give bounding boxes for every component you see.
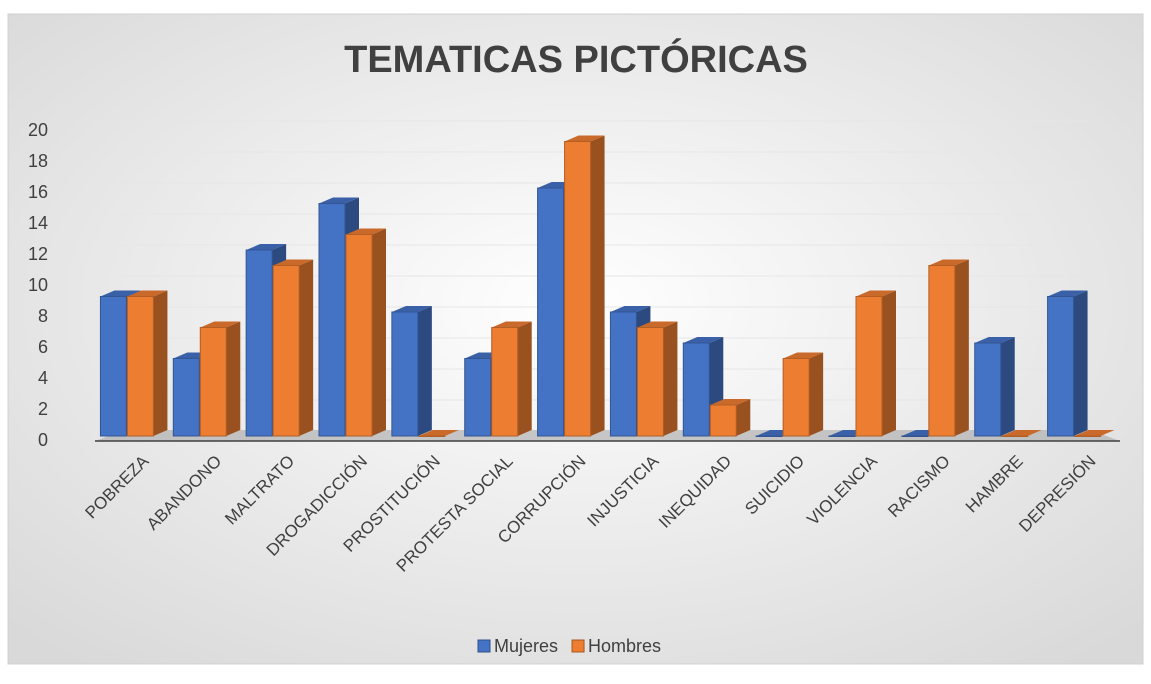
bar xyxy=(901,435,929,437)
bar xyxy=(272,265,300,437)
bar-group xyxy=(782,352,824,437)
bar-group xyxy=(855,290,896,437)
bar-top xyxy=(391,306,432,312)
bar-top xyxy=(974,337,1015,343)
y-tick-label: 10 xyxy=(28,275,48,295)
bar-side xyxy=(736,399,751,436)
y-tick-label: 14 xyxy=(28,213,48,233)
bar-top xyxy=(491,321,532,328)
y-tick-label: 16 xyxy=(28,182,48,202)
bar xyxy=(99,296,127,437)
bar xyxy=(709,404,737,437)
bar-group xyxy=(1001,430,1042,437)
legend-swatch xyxy=(477,639,491,653)
bar xyxy=(1001,435,1029,437)
y-tick-label: 20 xyxy=(28,120,48,140)
y-tick-label: 2 xyxy=(38,399,48,419)
bar-group xyxy=(345,228,386,437)
bar xyxy=(974,342,1002,437)
chart-title: TEMATICAS PICTÓRICAS xyxy=(344,37,808,81)
bar xyxy=(391,311,419,437)
bar-top xyxy=(1001,430,1042,436)
bar xyxy=(464,358,492,437)
bar-side xyxy=(882,290,896,436)
bar-group xyxy=(636,321,678,437)
bar xyxy=(928,265,956,437)
bar-group xyxy=(1047,290,1088,437)
bar xyxy=(1074,435,1102,437)
y-tick-label: 8 xyxy=(38,306,48,326)
bar-group xyxy=(491,321,532,437)
bar-side xyxy=(663,321,678,436)
bar-group xyxy=(564,135,605,437)
bar xyxy=(418,435,446,437)
bar-side xyxy=(372,228,386,436)
bar xyxy=(199,327,227,437)
bar-top xyxy=(273,259,314,266)
legend-swatch xyxy=(571,639,585,653)
bar xyxy=(126,296,154,437)
bar-side xyxy=(517,321,532,436)
bar-side xyxy=(299,259,314,436)
bar-side xyxy=(1073,290,1088,436)
bar-top xyxy=(100,290,141,297)
y-tick-label: 18 xyxy=(28,151,48,171)
bar-side xyxy=(954,259,969,436)
bar-top xyxy=(856,290,896,297)
bar-top xyxy=(246,244,287,250)
bar-group xyxy=(709,399,751,437)
bar xyxy=(609,311,637,437)
bar-side xyxy=(809,352,824,436)
legend-label: Hombres xyxy=(588,636,661,656)
bar-group xyxy=(974,337,1015,437)
bar-top xyxy=(564,135,605,142)
bar-group xyxy=(199,321,241,437)
bar xyxy=(1047,296,1075,437)
bar-side xyxy=(417,306,432,436)
bar-group xyxy=(928,259,969,437)
bar xyxy=(636,327,664,437)
y-tick-label: 0 xyxy=(38,430,48,450)
bar xyxy=(682,342,710,437)
y-tick-label: 4 xyxy=(38,368,48,388)
bar-top xyxy=(783,352,824,359)
bar-group xyxy=(418,430,459,437)
bar-top xyxy=(127,290,168,297)
bar xyxy=(828,435,856,437)
bar-side xyxy=(153,290,168,436)
bar-side xyxy=(1000,337,1015,436)
bar-top xyxy=(637,321,678,328)
bar-top xyxy=(200,321,241,328)
bar xyxy=(564,141,592,437)
bar xyxy=(755,435,783,437)
legend-label: Mujeres xyxy=(494,636,558,656)
bar-group xyxy=(391,306,432,437)
bar-top xyxy=(683,337,724,343)
bar-top xyxy=(1074,430,1115,436)
bar-group xyxy=(126,290,168,437)
bar-top xyxy=(610,306,651,312)
y-tick-label: 12 xyxy=(28,244,48,264)
bar xyxy=(491,327,519,437)
bar-side xyxy=(590,135,605,436)
bar xyxy=(537,187,565,437)
bar-top xyxy=(418,430,459,436)
bar-group xyxy=(1074,430,1115,437)
bar-side xyxy=(226,321,241,436)
bar xyxy=(345,234,373,437)
bar-group xyxy=(272,259,314,437)
bar xyxy=(245,249,273,437)
bar-top xyxy=(319,197,359,204)
bar xyxy=(782,358,810,437)
bar xyxy=(318,203,346,437)
bar-top xyxy=(710,399,751,405)
bar xyxy=(172,358,200,437)
bar-group xyxy=(682,337,724,437)
bar-top xyxy=(346,228,386,235)
bar-top xyxy=(928,259,969,266)
bar xyxy=(855,296,883,437)
y-tick-label: 6 xyxy=(38,337,48,357)
bar-top xyxy=(1047,290,1088,297)
